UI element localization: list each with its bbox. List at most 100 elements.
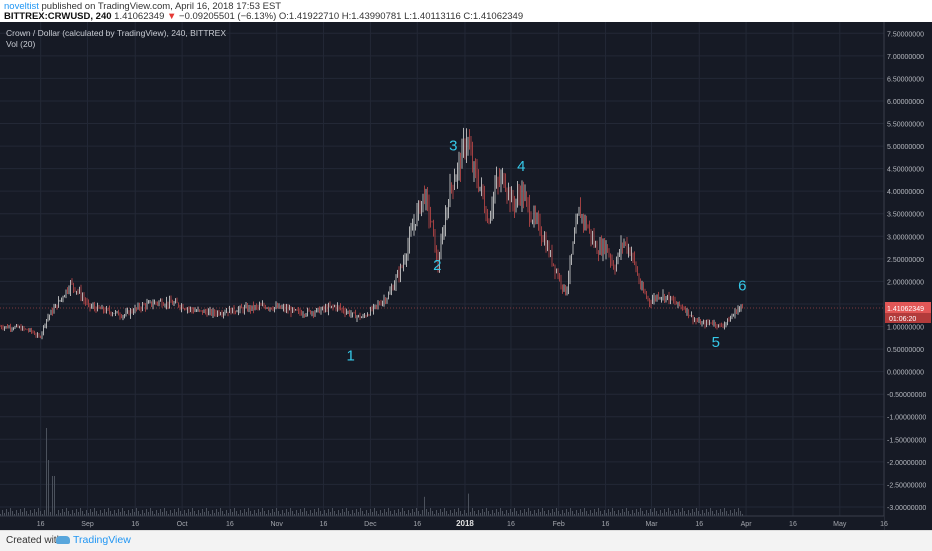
volume-bar-512 (512, 512, 513, 516)
volume-bar-698 (698, 511, 699, 516)
volume-bar-260 (260, 512, 261, 516)
volume-bar-18 (18, 513, 19, 516)
volume-bar-594 (594, 509, 595, 516)
volume-bar-366 (366, 510, 367, 516)
volume-bar-332 (332, 508, 333, 516)
volume-bar-42 (42, 514, 43, 516)
volume-bar-526 (526, 512, 527, 516)
volume-bar-730 (730, 510, 731, 516)
volume-bar-466 (466, 513, 467, 516)
volume-bar-670 (670, 511, 671, 516)
price-change: −0.09205501 (−6.13%) (179, 11, 277, 22)
volume-bar-422 (422, 510, 423, 516)
volume-bar-676 (676, 513, 677, 516)
volume-bar-590 (590, 510, 591, 516)
volume-bar-208 (208, 511, 209, 516)
volume-bar-742 (742, 514, 743, 516)
volume-bar-122 (122, 508, 123, 516)
price-tick-label-17: -1.00000000 (887, 415, 926, 422)
volume-bar-486 (486, 508, 487, 516)
tradingview-brand[interactable]: TradingView (56, 534, 131, 546)
volume-bar-442 (442, 512, 443, 516)
price-tick-label-15: 0.00000000 (887, 370, 924, 377)
volume-bar-76 (76, 509, 77, 516)
volume-bar-250 (250, 511, 251, 516)
volume-bar-660 (660, 510, 661, 516)
volume-bar-154 (154, 514, 155, 516)
volume-bar-688 (688, 510, 689, 516)
volume-bar-720 (720, 509, 721, 516)
volume-bar-376 (376, 511, 377, 516)
price-tick-label-10: 2.50000000 (887, 257, 924, 264)
volume-bar-690 (690, 513, 691, 516)
volume-bar-584 (584, 508, 585, 516)
volume-bar-566 (566, 509, 567, 516)
volume-bar-276 (276, 508, 277, 516)
volume-bar-118 (118, 509, 119, 516)
volume-bar-656 (656, 511, 657, 516)
volume-bar-298 (298, 513, 299, 516)
volume-bar-274 (274, 512, 275, 516)
price-tick-label-9: 3.00000000 (887, 234, 924, 241)
volume-bar-662 (662, 513, 663, 516)
time-tick-label-10: 16 (507, 521, 515, 528)
series-legend: Crown / Dollar (calculated by TradingVie… (6, 28, 226, 38)
chart-header: noveltist published on TradingView.com, … (0, 0, 932, 22)
volume-bar-124 (124, 511, 125, 516)
volume-bar-30 (30, 510, 31, 516)
tradingview-logo-icon (56, 536, 70, 545)
publish-line: noveltist published on TradingView.com, … (4, 1, 281, 12)
volume-bar-20 (20, 509, 21, 516)
volume-bar-126 (126, 514, 127, 516)
volume-bar-444 (444, 508, 445, 516)
volume-bar-346 (346, 508, 347, 516)
volume-bar-578 (578, 513, 579, 516)
volume-bar-148 (148, 512, 149, 516)
volume-bar-292 (292, 511, 293, 516)
volume-bar-152 (152, 511, 153, 516)
wave-label-3: 3 (449, 138, 457, 155)
volume-bar-654 (654, 508, 655, 516)
tradingview-brand-label: TradingView (73, 534, 131, 546)
volume-bar-608 (608, 509, 609, 516)
volume-bar-596 (596, 512, 597, 516)
volume-bar-378 (378, 514, 379, 516)
volume-bar-302 (302, 512, 303, 516)
volume-bar-556 (556, 508, 557, 516)
price-tick-label-7: 4.00000000 (887, 189, 924, 196)
price-tick-label-13: 1.00000000 (887, 325, 924, 332)
volume-bar-320 (320, 511, 321, 516)
volume-bar-288 (288, 512, 289, 516)
volume-bar-400 (400, 512, 401, 516)
volume-bar-40 (40, 511, 41, 516)
volume-bar-212 (212, 510, 213, 516)
chart-canvas[interactable]: 1 2 3 4 5 6 7.50000000 7.00000000 6.50000000 6.00… (0, 22, 932, 530)
volume-bar-406 (406, 514, 407, 516)
volume-bar-626 (626, 508, 627, 516)
volume-bar-468 (468, 493, 469, 516)
volume-bar-128 (128, 510, 129, 516)
price-chart[interactable]: 1 2 3 4 5 6 7.50000000 7.00000000 6.50000000 6.00… (0, 22, 932, 530)
volume-bar-340 (340, 513, 341, 516)
volume-bar-610 (610, 512, 611, 516)
last-price-tag-label: 1.41062349 (887, 306, 924, 313)
volume-bar-144 (144, 513, 145, 516)
time-tick-label-0: 16 (37, 521, 45, 528)
volume-bar-474 (474, 511, 475, 516)
volume-bar-294 (294, 514, 295, 516)
volume-bar-98 (98, 514, 99, 516)
wave-label-1: 1 (347, 347, 355, 364)
volume-bar-164 (164, 508, 165, 516)
volume-bar-182 (182, 514, 183, 516)
countdown-tag (885, 312, 931, 323)
volume-bar-564 (564, 513, 565, 516)
volume-bar-72 (72, 510, 73, 516)
volume-bar-226 (226, 510, 227, 516)
volume-bar-232 (232, 512, 233, 516)
volume-bar-650 (650, 509, 651, 516)
volume-bar-694 (694, 512, 695, 516)
volume-bar-464 (464, 510, 465, 516)
price-tick-label-6: 4.50000000 (887, 167, 924, 174)
author-link[interactable]: noveltist (4, 1, 39, 12)
volume-bar-304 (304, 508, 305, 516)
